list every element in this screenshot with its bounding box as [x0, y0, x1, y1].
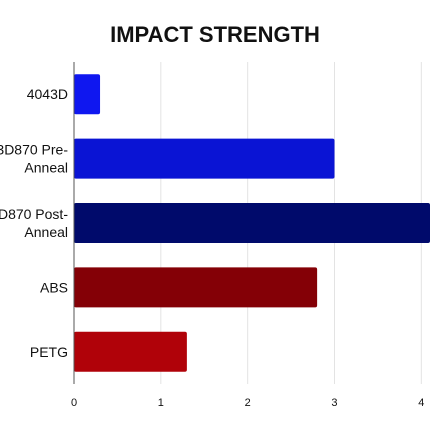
x-tick-label: 2 — [245, 397, 251, 409]
x-tick-label: 4 — [418, 397, 424, 409]
bar — [74, 331, 187, 372]
category-label: 4043D — [27, 86, 68, 102]
chart-title: IMPACT STRENGTH — [110, 22, 320, 47]
category-label: ABS — [40, 279, 68, 295]
category-labels: 4043D 3D870 Pre-Anneal D870 Post-Anneal ABS… — [0, 86, 68, 360]
category-label: D870 Post-Anneal — [0, 206, 68, 240]
bar — [74, 138, 335, 179]
x-tick-label: 3 — [331, 397, 337, 409]
category-label: PETG — [30, 344, 68, 360]
category-label: 3D870 Pre-Anneal — [0, 142, 68, 176]
bar — [74, 203, 430, 243]
x-tick-labels: 0 1 2 3 4 — [71, 397, 424, 409]
bars — [74, 74, 430, 372]
x-tick-label: 0 — [71, 397, 77, 409]
x-tick-label: 1 — [158, 397, 164, 409]
bar — [74, 74, 101, 115]
bar — [74, 267, 318, 308]
